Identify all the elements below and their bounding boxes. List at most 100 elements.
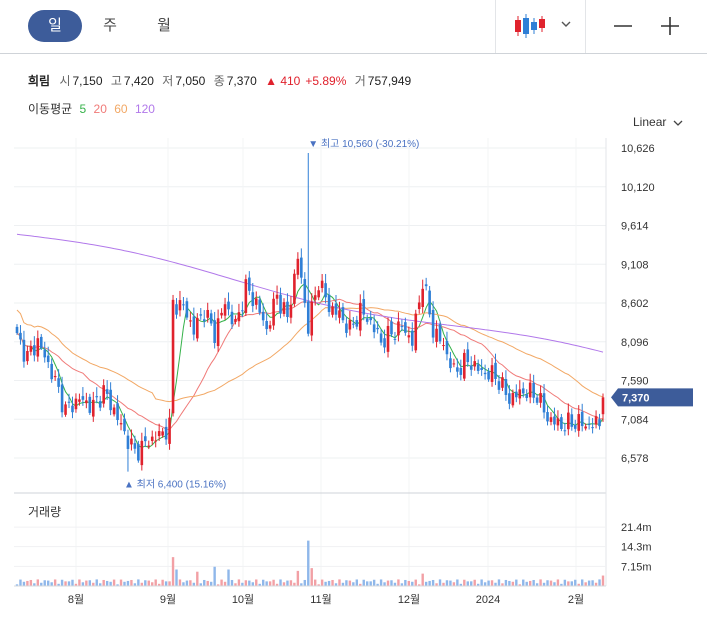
volume-bar — [29, 579, 33, 586]
volume-bar — [424, 581, 428, 586]
candle-body — [88, 396, 92, 413]
candle-body — [46, 355, 50, 363]
volume-bar — [119, 579, 123, 586]
candle-body — [123, 418, 126, 432]
volume-bar — [293, 582, 296, 586]
price-summary: 희림 시 7,150 고 7,420 저 7,050 종 7,370 ▲ 410 +5.8… — [28, 72, 416, 89]
candle-body — [358, 302, 362, 331]
candle-body — [591, 427, 594, 429]
volume-bar — [497, 579, 501, 586]
candle-body — [480, 367, 483, 371]
volume-bar — [473, 579, 476, 586]
volume-bar — [400, 583, 404, 586]
volume-bar — [279, 579, 282, 586]
volume-bar — [144, 580, 147, 586]
candle-body — [300, 257, 303, 278]
candle-body — [397, 321, 400, 336]
max-price-marker: ▼ 최고 10,560 (-30.21%) — [308, 138, 419, 150]
candle-body — [192, 316, 196, 335]
candle-body — [497, 381, 501, 390]
y-tick-label: 7,084 — [621, 414, 649, 426]
volume-bar — [466, 581, 469, 586]
candle-body — [33, 345, 36, 356]
candle-body — [112, 407, 116, 415]
tab-daily[interactable]: 일 — [28, 10, 82, 42]
candle-body — [407, 335, 411, 338]
high-value: 7,420 — [123, 74, 154, 88]
volume-bar — [251, 582, 254, 586]
volume-bar — [272, 579, 275, 586]
volume-bar — [355, 579, 359, 586]
toolbar-divider-2 — [585, 0, 586, 53]
volume-label: 거 — [354, 74, 366, 88]
volume-bar — [518, 584, 521, 586]
volume-bar — [286, 580, 289, 586]
volume-bar — [376, 583, 379, 586]
volume-bar — [147, 580, 150, 586]
ma120-line — [16, 233, 604, 353]
tab-monthly[interactable]: 월 — [157, 17, 171, 34]
volume-bar — [348, 580, 352, 586]
volume-bar — [428, 580, 431, 586]
candle-body — [338, 310, 341, 318]
volume-bar — [508, 580, 511, 586]
candle-body — [459, 367, 463, 375]
volume-bar — [255, 579, 258, 586]
candle-body — [78, 399, 81, 402]
candle-body — [282, 302, 286, 314]
volume-bar — [463, 579, 466, 586]
chart-type-button[interactable] — [508, 8, 572, 44]
volume-bar — [196, 571, 199, 586]
ma60-line — [16, 307, 604, 403]
volume-bar — [300, 583, 303, 586]
volume-bar — [511, 581, 515, 586]
volume-bar — [303, 579, 306, 586]
candle-body — [164, 426, 168, 440]
volume-bar — [64, 581, 67, 586]
candle-body — [577, 414, 581, 431]
candlestick-icon — [515, 14, 571, 38]
low-label: 저 — [162, 74, 174, 88]
volume-bar — [60, 579, 64, 586]
volume-bar — [525, 581, 528, 586]
candle-body — [424, 284, 428, 287]
tab-weekly[interactable]: 주 — [103, 17, 117, 34]
volume-bar — [216, 584, 220, 586]
candle-body — [431, 309, 435, 338]
candle-body — [230, 311, 234, 325]
volume-bar — [227, 569, 230, 586]
volume-bar — [95, 579, 98, 586]
volume-bar — [50, 582, 53, 586]
zoom-in-button[interactable] — [652, 8, 688, 44]
zoom-out-button[interactable] — [604, 8, 640, 44]
volume-bar — [15, 584, 19, 586]
candle-body — [410, 330, 414, 346]
volume-bar — [53, 579, 57, 586]
change-value: ▲ 410 — [265, 74, 301, 88]
candle-body — [327, 294, 331, 313]
volume-bar — [386, 580, 390, 586]
candle-body — [157, 431, 161, 437]
candle-body — [19, 332, 22, 340]
volume-bar — [230, 579, 234, 586]
candle-body — [53, 375, 57, 378]
candle-body — [137, 444, 140, 461]
volume-bar — [161, 579, 164, 586]
volume-bar — [74, 583, 78, 586]
volume-bar — [421, 573, 424, 586]
moving-average-legend[interactable]: 이동평균 5 20 60 120 — [28, 100, 159, 117]
chevron-down-icon — [673, 120, 683, 126]
volume-bar — [109, 581, 112, 586]
candle-body — [313, 295, 317, 300]
candle-body — [535, 397, 539, 403]
scale-mode-dropdown[interactable]: Linear — [633, 115, 684, 129]
volume-bar — [36, 579, 40, 586]
volume-bar — [130, 579, 133, 586]
volume-bar — [43, 580, 46, 586]
candle-body — [456, 367, 459, 372]
ma60-label: 60 — [114, 102, 128, 116]
volume-bar — [261, 579, 265, 586]
candle-body — [469, 365, 473, 370]
volume-bar — [185, 580, 189, 586]
